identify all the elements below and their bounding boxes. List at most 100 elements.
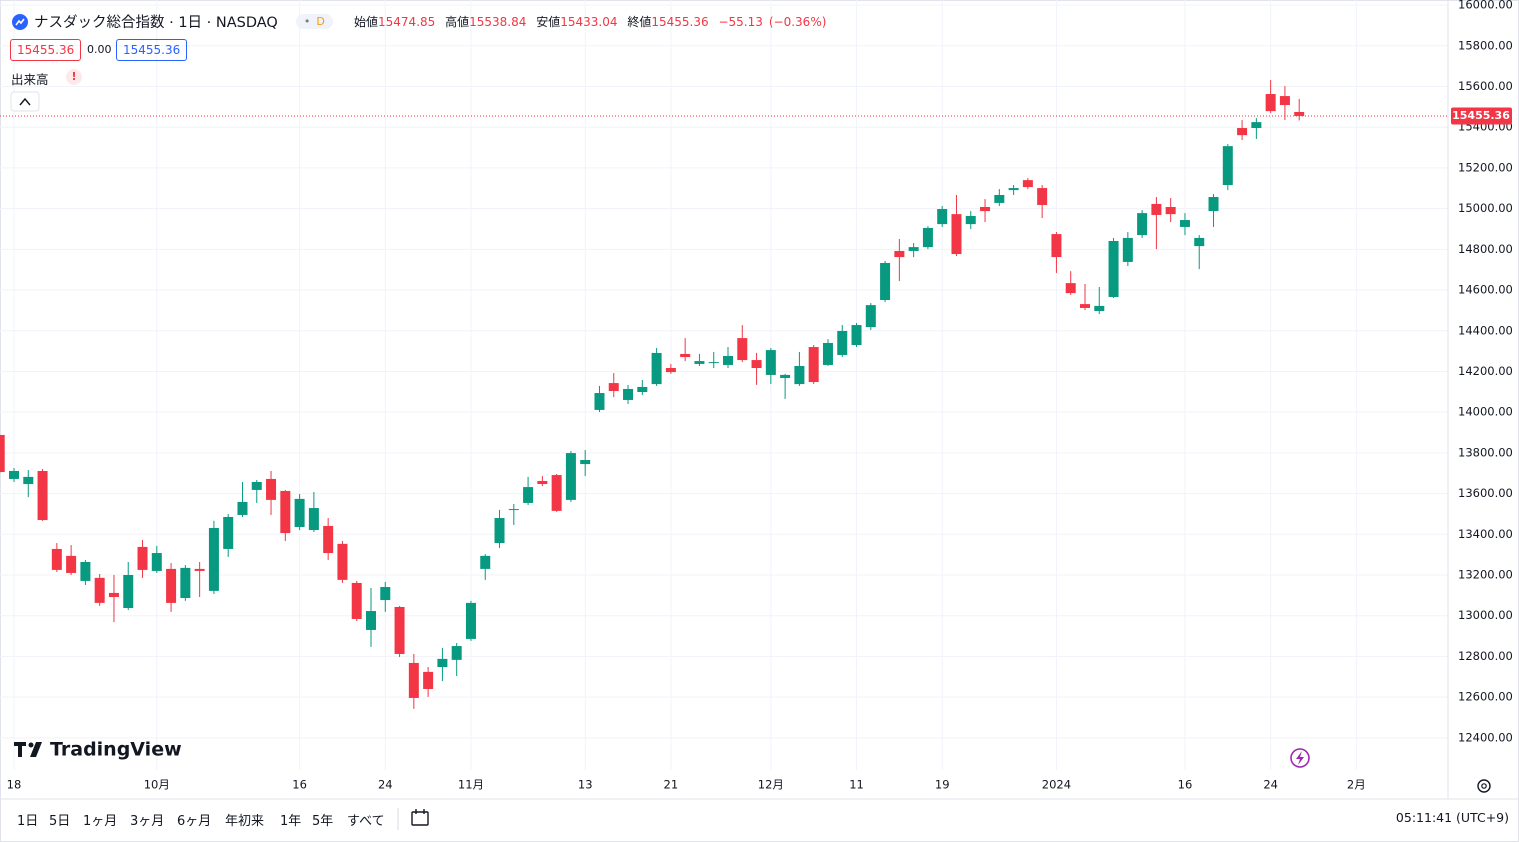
y-tick-label: 12800.00	[1458, 649, 1513, 663]
range-button[interactable]: 6ヶ月	[177, 814, 212, 829]
candle-body	[1094, 305, 1105, 312]
y-tick-label: 13200.00	[1458, 568, 1513, 582]
header: ナスダック総合指数 · 1日 · NASDAQ • D	[12, 11, 333, 32]
candle-body	[194, 568, 205, 571]
candle-body	[80, 561, 91, 581]
low-label: 安値	[536, 15, 561, 29]
volume-label[interactable]: 出来高	[11, 72, 49, 87]
sell-box[interactable]: 15455.36	[10, 39, 82, 61]
candle-body	[1137, 213, 1148, 236]
candle-body	[665, 368, 676, 373]
candle-body	[1051, 234, 1062, 258]
candle-body	[0, 434, 5, 473]
candle-body	[208, 527, 219, 591]
range-button[interactable]: すべて	[347, 814, 385, 829]
candle-body	[1080, 304, 1090, 308]
candle-body	[537, 480, 548, 485]
candle-body	[451, 646, 462, 660]
range-button[interactable]: 年初来	[225, 814, 265, 829]
candle-body	[1065, 283, 1076, 294]
collapse-button[interactable]	[10, 91, 40, 112]
candle-body	[151, 553, 162, 571]
range-button[interactable]: 5年	[312, 814, 334, 829]
candle-body	[280, 490, 291, 534]
candle-body	[1022, 180, 1033, 188]
candle-body	[865, 305, 876, 328]
x-tick-label: 18	[7, 778, 22, 792]
candle-body	[465, 602, 476, 639]
y-tick-label: 12400.00	[1458, 730, 1513, 744]
change-pct: (−0.36%)	[768, 15, 827, 29]
badge-text: D	[316, 15, 325, 28]
x-tick-label: 2024	[1042, 778, 1071, 792]
candle-body	[723, 355, 733, 365]
range-button[interactable]: 1ヶ月	[83, 814, 118, 829]
x-tick-label: 11	[849, 778, 864, 792]
candle-body	[1194, 237, 1205, 247]
clock[interactable]: 05:11:41 (UTC+9)	[1395, 810, 1509, 825]
y-tick-label: 15600.00	[1458, 79, 1513, 93]
candle-body	[266, 478, 277, 500]
candle-body	[366, 611, 376, 630]
candle-body	[565, 453, 576, 500]
y-tick-label: 14400.00	[1458, 323, 1513, 337]
candle-body	[837, 330, 848, 355]
lightning-icon[interactable]	[1290, 748, 1310, 768]
candle-body	[394, 606, 405, 654]
price-label: 15455.36	[1452, 109, 1510, 122]
y-tick-label: 13400.00	[1458, 527, 1513, 541]
candle-body	[423, 671, 434, 689]
y-tick-label: 13800.00	[1458, 445, 1513, 459]
candle-body	[965, 215, 976, 225]
candle-body	[880, 262, 891, 301]
candle-body	[23, 476, 34, 485]
high-label: 高値	[445, 15, 470, 29]
candle-body	[608, 383, 619, 392]
candle-body	[180, 567, 191, 599]
x-tick-label: 16	[1178, 778, 1193, 792]
candle-body	[1294, 111, 1305, 116]
candle-body	[908, 247, 919, 251]
candle-body	[580, 460, 591, 465]
symbol-icon	[12, 13, 28, 30]
candle-body	[337, 543, 348, 580]
range-button[interactable]: 1日	[17, 814, 39, 829]
candle-body	[765, 350, 776, 375]
candle-body	[1108, 240, 1119, 297]
y-tick-label: 14800.00	[1458, 242, 1513, 256]
open-value: 15474.85	[378, 15, 436, 29]
y-tick-label: 12600.00	[1458, 690, 1513, 704]
y-tick-label: 15000.00	[1458, 201, 1513, 215]
candle-body	[894, 250, 905, 258]
candle-body	[351, 582, 362, 619]
candle-body	[523, 487, 534, 503]
y-tick-label: 15200.00	[1458, 160, 1513, 174]
x-tick-label: 21	[664, 778, 679, 792]
price-label-bg	[1451, 107, 1512, 125]
range-button[interactable]: 1年	[280, 814, 302, 829]
candle-body	[323, 525, 334, 554]
buy-box[interactable]: 15455.36	[116, 39, 188, 61]
volume-warning[interactable]: !	[66, 69, 82, 85]
bottom-toolbar: 1日 5日 1ヶ月 3ヶ月 6ヶ月 年初来 1年 5年 すべて 05:11:41…	[0, 808, 1517, 830]
candle-body	[851, 325, 862, 346]
logo-icon	[14, 742, 42, 757]
compare-icon[interactable]	[397, 808, 429, 830]
candle-body	[223, 516, 234, 549]
symbol-title[interactable]: ナスダック総合指数 · 1日 · NASDAQ	[34, 15, 278, 31]
x-tick-label: 16	[292, 778, 307, 792]
candle-body	[794, 365, 805, 385]
candle-body	[751, 360, 762, 369]
close-value: 15455.36	[651, 15, 709, 29]
candle-body	[137, 546, 148, 570]
x-tick-label: 10月	[144, 778, 170, 792]
candle-body	[822, 342, 833, 365]
candle-body	[66, 555, 77, 573]
settings-icon[interactable]	[1477, 779, 1491, 793]
range-button[interactable]: 5日	[49, 814, 71, 829]
candle-body	[294, 498, 305, 527]
range-button[interactable]: 3ヶ月	[130, 814, 165, 829]
interval-badge[interactable]: • D	[295, 14, 333, 29]
